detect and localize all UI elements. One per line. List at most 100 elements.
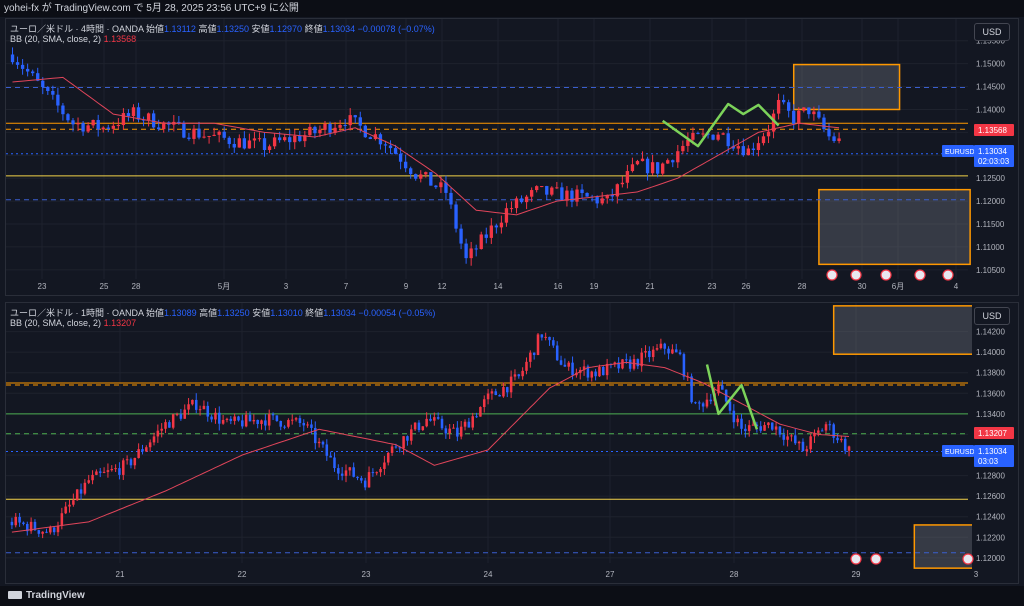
candle-body <box>303 135 307 142</box>
candle-body <box>709 399 713 402</box>
time-axis-label: 24 <box>484 570 493 579</box>
chart-pane-4h[interactable]: 1.155001.150001.145001.140001.135001.130… <box>5 18 1019 296</box>
candle-body <box>771 113 776 132</box>
candle-body <box>728 401 732 411</box>
bollinger-basis-line <box>11 361 850 533</box>
time-axis-label: 19 <box>590 282 599 291</box>
candle-body <box>580 189 584 194</box>
candle-body <box>76 123 80 125</box>
candle-body <box>717 385 720 394</box>
candle-body <box>449 192 453 205</box>
candle-body <box>14 516 18 526</box>
candle-body <box>751 148 756 151</box>
candle-body <box>298 135 302 142</box>
candle-body <box>794 435 797 444</box>
candle-body <box>318 129 322 134</box>
candle-body <box>247 140 252 149</box>
candle-body <box>86 125 90 132</box>
candle-body <box>41 80 45 88</box>
candle-body <box>655 162 660 174</box>
chart-pane-1h[interactable]: 1.14200 1.14000 1.13800 1.13600 1.13400 1.132… <box>5 302 1019 584</box>
candle-body <box>294 418 298 420</box>
price-axis-label: 1.12000 <box>976 554 1005 563</box>
candle-body <box>126 113 131 117</box>
candle-body <box>620 182 625 185</box>
candle-body <box>705 399 709 407</box>
time-axis-label: 23 <box>362 570 371 579</box>
candle-body <box>555 345 559 361</box>
candle-body <box>436 417 440 419</box>
candle-body <box>383 144 388 146</box>
time-axis-label: 16 <box>554 282 563 291</box>
countdown-text: 03:03 <box>978 457 999 466</box>
candle-body <box>192 128 196 139</box>
time-axis-label: 7 <box>344 282 349 291</box>
candle-body <box>797 441 801 444</box>
candle-body <box>141 119 146 121</box>
currency-button[interactable]: USD <box>974 23 1010 41</box>
candle-body <box>64 506 67 514</box>
currency-button[interactable]: USD <box>974 307 1010 325</box>
candle-body <box>421 426 425 431</box>
change-value: −0.00054 (−0.05%) <box>358 308 436 318</box>
current-price-text: 1.13034 <box>978 147 1007 156</box>
candle-body <box>756 143 761 151</box>
bb-legend-1h: BB (20, SMA, close, 2) 1.13207 <box>10 318 136 328</box>
candle-body <box>271 414 275 416</box>
candle-body <box>787 102 791 111</box>
chart-canvas-4h[interactable]: 1.155001.150001.145001.140001.135001.130… <box>6 19 1018 295</box>
footer-bar: TradingView <box>0 586 1024 606</box>
price-axis-label: 1.11500 <box>976 220 1005 229</box>
candle-body <box>696 132 700 134</box>
candle-body <box>329 455 332 458</box>
candle-body <box>298 418 302 423</box>
candle-body <box>802 107 806 111</box>
chart-canvas-1h[interactable]: 1.14200 1.14000 1.13800 1.13600 1.13400 1.132… <box>6 303 1018 583</box>
candle-body <box>333 457 336 469</box>
event-flag-icon <box>870 553 882 565</box>
low-value: 1.13010 <box>270 308 303 318</box>
level-price-text: 1.13207 <box>978 429 1007 438</box>
candle-body <box>471 416 474 428</box>
candle-body <box>545 186 549 195</box>
candle-body <box>552 340 555 346</box>
tradingview-logo[interactable]: TradingView <box>8 586 85 606</box>
candle-body <box>598 367 601 377</box>
candle-body <box>277 137 282 141</box>
candle-body <box>824 424 828 431</box>
candle-body <box>221 419 225 424</box>
candle-body <box>425 418 428 427</box>
candle-body <box>409 168 413 175</box>
bb-legend-4h: BB (20, SMA, close, 2) 1.13568 <box>10 34 136 44</box>
candle-body <box>671 349 674 354</box>
price-axis-label: 1.12500 <box>976 174 1005 183</box>
candle-body <box>46 87 50 91</box>
candle-body <box>116 125 121 127</box>
candle-body <box>792 110 796 124</box>
candle-body <box>321 441 325 445</box>
candle-body <box>177 121 181 123</box>
candle-body <box>820 430 824 432</box>
time-axis-label: 12 <box>438 282 447 291</box>
candle-body <box>440 418 444 429</box>
candle-body <box>812 111 816 115</box>
candle-body <box>698 402 701 404</box>
price-axis-label: 1.12000 <box>976 197 1005 206</box>
candle-body <box>809 436 812 450</box>
candle-body <box>456 427 459 437</box>
candle-body <box>778 426 782 435</box>
candle-body <box>613 362 617 365</box>
candle-body <box>338 124 342 128</box>
candle-body <box>822 117 826 130</box>
candle-body <box>482 399 486 408</box>
symbol-title: ユーロ／米ドル · 4時間 · OANDA <box>10 24 144 34</box>
candle-body <box>621 359 624 369</box>
candle-body <box>175 414 179 416</box>
candle-body <box>260 420 263 424</box>
event-flag-icon <box>850 269 862 281</box>
candle-body <box>386 452 390 463</box>
candle-body <box>681 145 685 152</box>
candle-body <box>674 349 678 353</box>
time-axis-label: 21 <box>646 282 655 291</box>
candle-body <box>137 449 140 458</box>
